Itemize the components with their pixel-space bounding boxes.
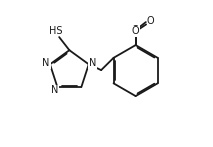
Text: N: N xyxy=(42,58,50,68)
Text: N: N xyxy=(51,85,59,95)
Text: HS: HS xyxy=(49,26,62,36)
Text: O: O xyxy=(132,25,140,35)
Text: O: O xyxy=(132,26,140,36)
Text: O: O xyxy=(147,16,154,26)
Text: N: N xyxy=(89,58,96,68)
